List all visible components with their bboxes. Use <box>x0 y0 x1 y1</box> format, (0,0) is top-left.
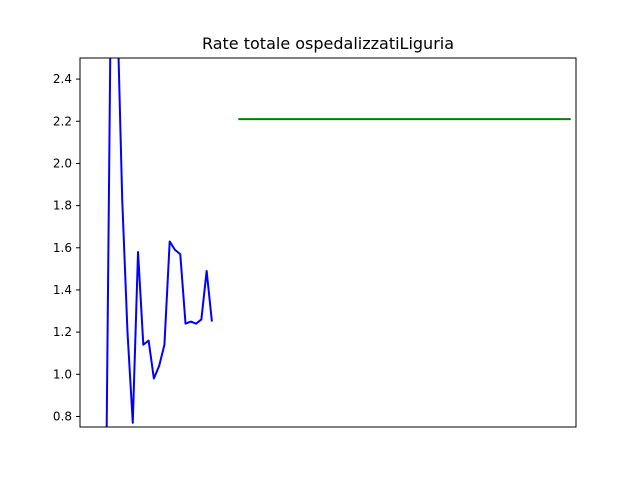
y-tick-label: 1.0 <box>53 367 72 381</box>
plot-frame <box>79 57 577 428</box>
y-tick-label: 0.8 <box>53 409 72 423</box>
y-tick-label: 2.4 <box>53 72 72 86</box>
y-tick-label: 1.8 <box>53 199 72 213</box>
y-tick-label: 2.0 <box>53 156 72 170</box>
y-tick-label: 2.2 <box>53 114 72 128</box>
y-tick-label: 1.4 <box>53 283 72 297</box>
series-line-1 <box>105 58 213 427</box>
y-axis: 0.8 1.0 1.2 1.4 1.6 1.8 2.0 2.2 2.4 <box>53 72 80 423</box>
y-tick-label: 1.2 <box>53 325 72 339</box>
y-tick-label: 1.6 <box>53 241 72 255</box>
chart-title: Rate totale ospedalizzatiLiguria <box>202 34 454 53</box>
series-layer <box>105 58 571 427</box>
